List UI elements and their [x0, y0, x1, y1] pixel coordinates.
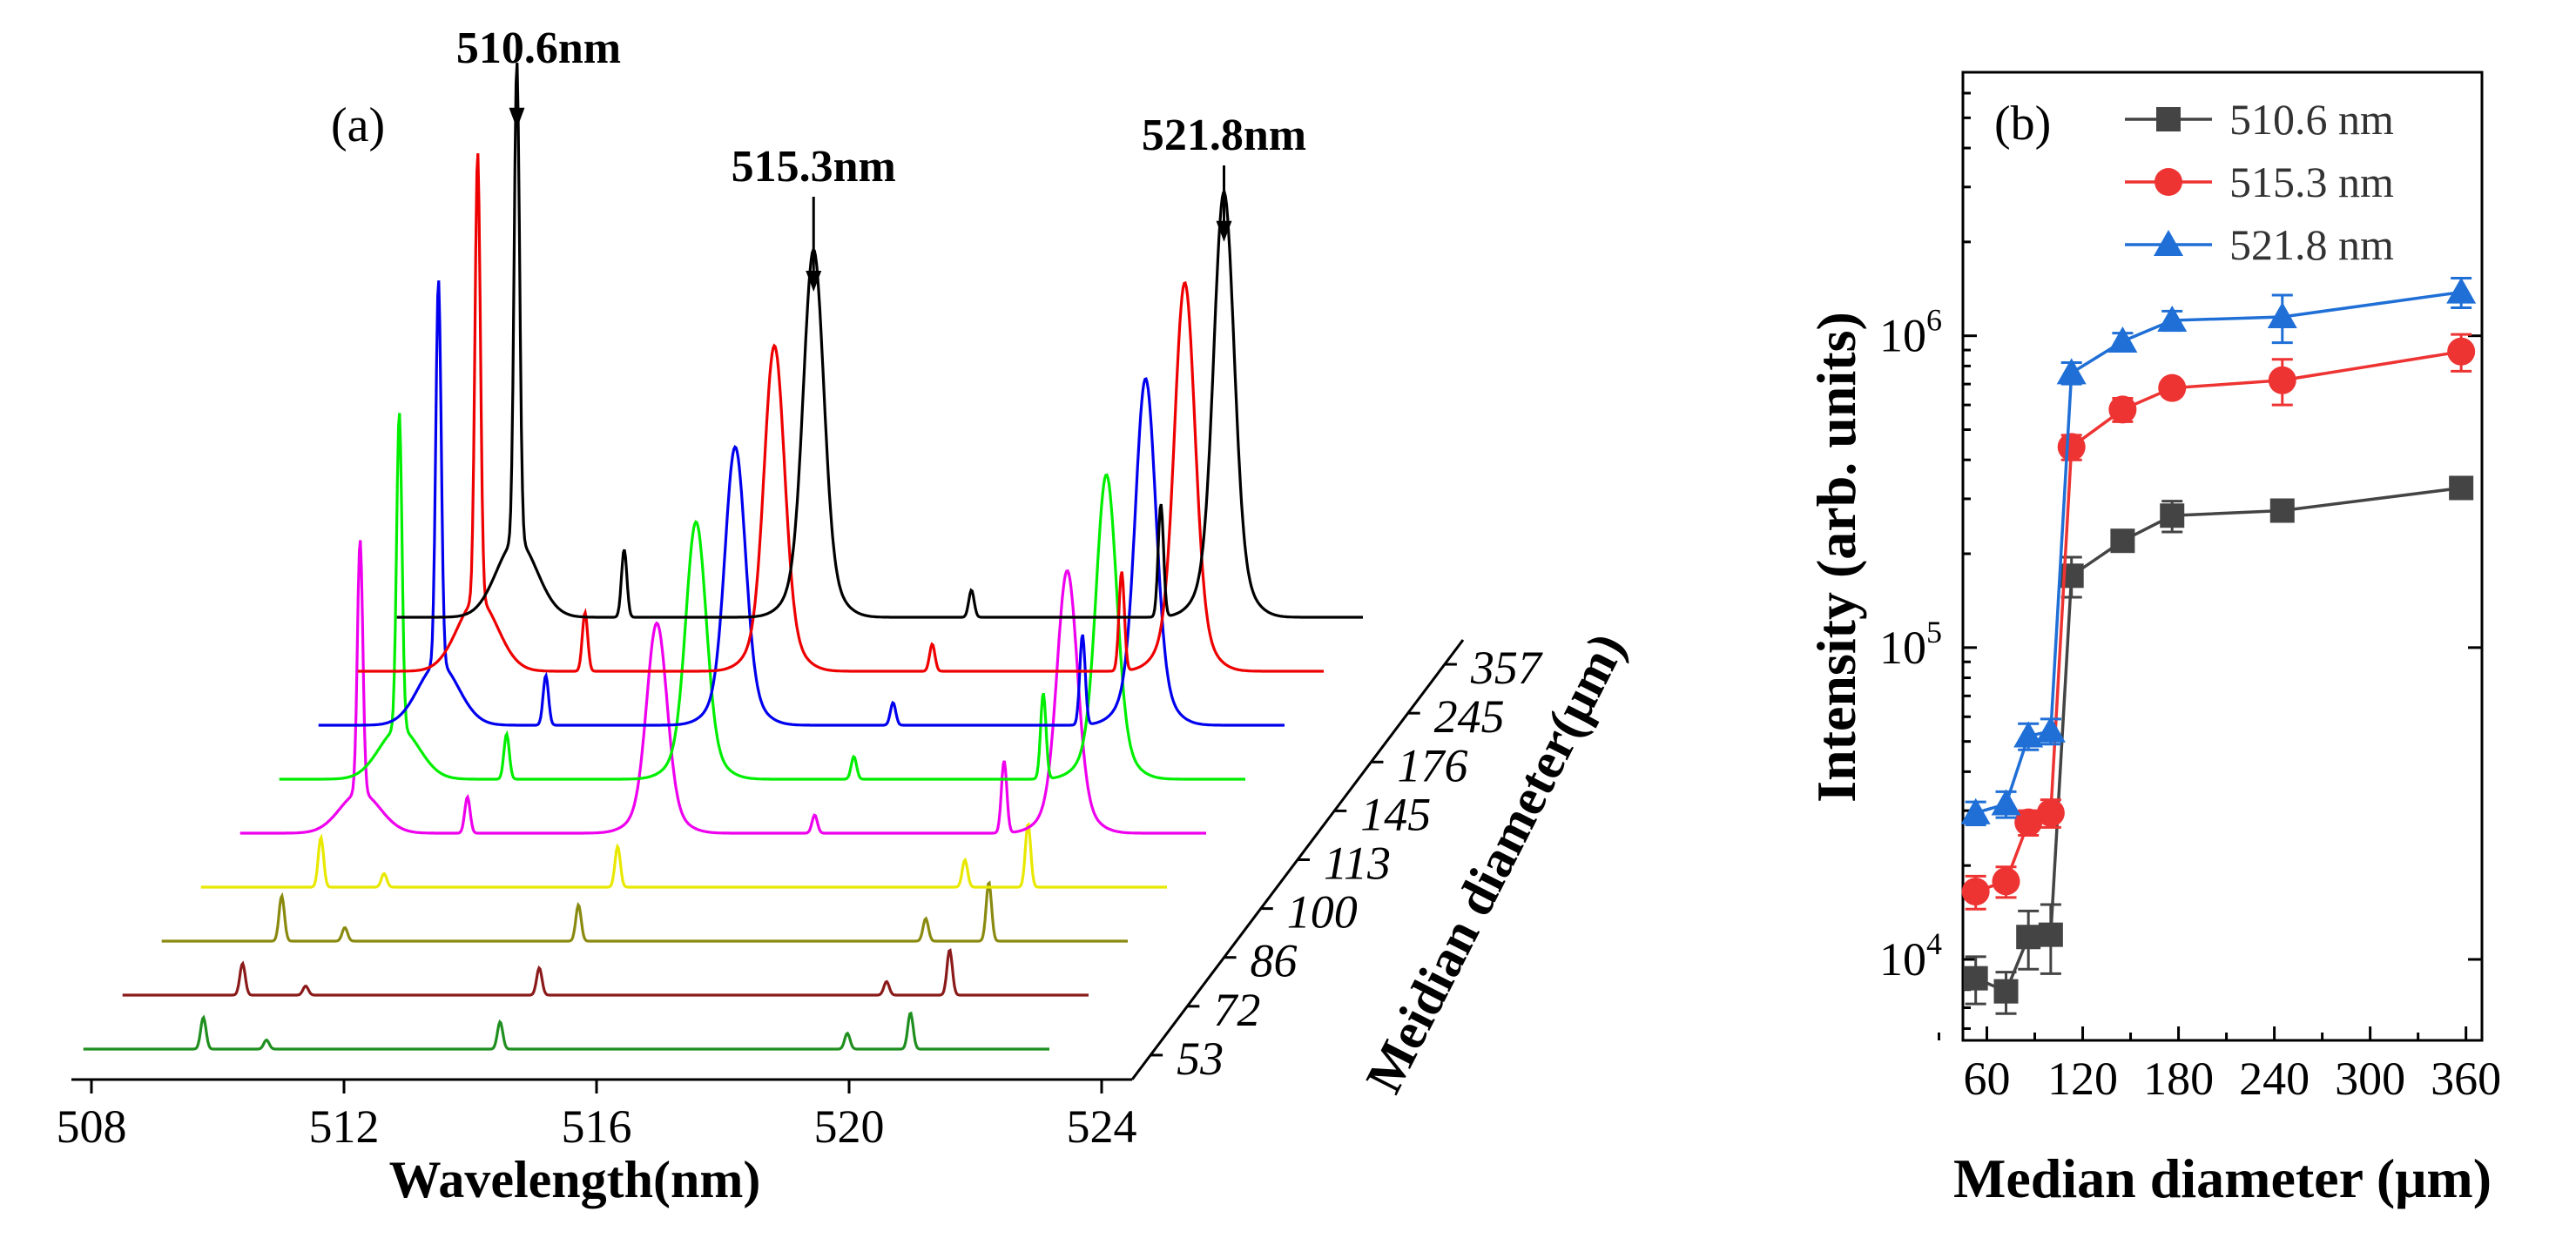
panel-a-annotation-arrowhead [509, 107, 525, 129]
panel-b-point-circle [2447, 337, 2476, 366]
panel-b-point-square [2038, 922, 2063, 947]
panel-b-point-triangle [2035, 716, 2066, 743]
panel-b-point-triangle [1960, 797, 1991, 824]
panel-b-y-axis-title: Intensity (arb. units) [1805, 312, 1867, 803]
panel-b-point-square [2110, 528, 2135, 554]
panel-a-depth-tick-label: 86 [1251, 935, 1298, 987]
panel-a-x-axis-title: Wavelength(nm) [389, 1151, 761, 1208]
panel-a-depth-tick-label: 357 [1470, 642, 1543, 694]
panel-b-legend: 510.6 nm 515.3 nm 521.8 nm [2125, 95, 2394, 269]
panel-b-y-tick-label: 106 [1879, 303, 1942, 362]
panel-a-depth-tick-label: 53 [1177, 1033, 1224, 1085]
panel-a-spectrum-176 [318, 280, 1285, 727]
panel-a-annotation-label: 521.8nm [1142, 111, 1306, 160]
panel-a-annotation-arrowhead [806, 271, 822, 292]
legend-label: 510.6 nm [2229, 95, 2394, 144]
panel-a-depth-tick-label: 245 [1434, 690, 1505, 743]
panel-b-point-square [1963, 966, 1988, 991]
panel-a-annotation-arrowhead [1216, 220, 1232, 242]
panel-b-x-tick-label: 60 [1964, 1053, 2011, 1105]
panel-a-depth-tick-label: 113 [1324, 838, 1391, 890]
panel-b-point-circle [2036, 798, 2065, 827]
panel-a-waterfall-chart: (a) 508 512 516 520 524 53728610011314517624… [57, 24, 1636, 1208]
panel-b-y-tick-label: 104 [1879, 926, 1942, 986]
panel-b-point-triangle [2107, 326, 2138, 353]
panel-b-point-circle [1961, 878, 1990, 906]
panel-a-x-tick-label: 516 [562, 1100, 632, 1153]
panel-a-spectrum-113 [239, 540, 1206, 835]
panel-b-point-circle [2268, 366, 2296, 394]
panel-b-label: (b) [1994, 97, 2051, 151]
panel-b-point-circle [2158, 373, 2187, 402]
panel-b-point-square [2269, 498, 2295, 523]
panel-b-point-square [2160, 503, 2185, 528]
panel-a-annotation-label: 510.6nm [456, 24, 621, 73]
panel-a-depth-tick-label: 176 [1397, 739, 1467, 791]
panel-b-x-tick-label: 180 [2143, 1053, 2214, 1105]
panel-b-point-triangle [2013, 721, 2044, 748]
panel-b-point-circle [2108, 395, 2137, 424]
panel-a-x-tick-label: 520 [814, 1100, 885, 1153]
panel-b-point-triangle [2056, 358, 2087, 385]
legend-marker-circle [2155, 168, 2182, 196]
panel-b-x-tick-label: 120 [2047, 1053, 2118, 1105]
panel-a-spectrum-72 [122, 948, 1089, 997]
legend-label: 515.3 nm [2229, 158, 2394, 206]
panel-a-spectrum-145 [279, 413, 1245, 781]
panel-b-plot-frame [1961, 71, 2484, 1042]
legend-marker-triangle [2154, 230, 2183, 256]
panel-b-x-tick-label: 240 [2239, 1053, 2310, 1105]
panel-b-point-circle [2057, 433, 2086, 461]
panel-a-spectrum-53 [83, 1011, 1049, 1051]
panel-b-point-triangle [2267, 301, 2297, 328]
panel-b-point-square [1993, 979, 2019, 1004]
panel-b-point-circle [1992, 867, 2020, 896]
panel-a-label: (a) [331, 98, 385, 152]
panel-b-x-axis-title: Median diameter (μm) [1953, 1147, 2492, 1209]
panel-b-x-tick-label: 300 [2335, 1053, 2405, 1105]
panel-b-point-triangle [2157, 306, 2188, 333]
panel-a-spectrum-100 [200, 822, 1167, 889]
panel-a-x-tick-label: 508 [57, 1100, 127, 1153]
panel-b-x-tick-label: 360 [2431, 1053, 2501, 1105]
panel-a-annotation-label: 515.3nm [732, 142, 896, 192]
panel-b-y-tick-label: 105 [1879, 615, 1942, 674]
panel-b-point-square [2016, 925, 2041, 950]
panel-b-point-triangle [1991, 789, 2021, 816]
panel-b-point-circle [2014, 808, 2043, 837]
legend-marker-square [2156, 107, 2181, 131]
panel-a-depth-tick-label: 145 [1360, 788, 1431, 840]
panel-a-x-tick-label: 512 [309, 1100, 380, 1153]
panel-b-point-square [2449, 475, 2474, 501]
panel-a-depth-tick-label: 100 [1287, 886, 1358, 939]
panel-b-point-triangle [2446, 277, 2477, 304]
panel-a-spectrum-86 [161, 880, 1128, 943]
panel-a-spectrum-245 [357, 153, 1324, 673]
legend-label: 521.8 nm [2229, 220, 2394, 269]
panel-a-x-tick-label: 524 [1067, 1100, 1137, 1153]
panel-a-depth-tick-label: 72 [1213, 984, 1260, 1036]
panel-a-spectrum-357 [396, 63, 1363, 619]
